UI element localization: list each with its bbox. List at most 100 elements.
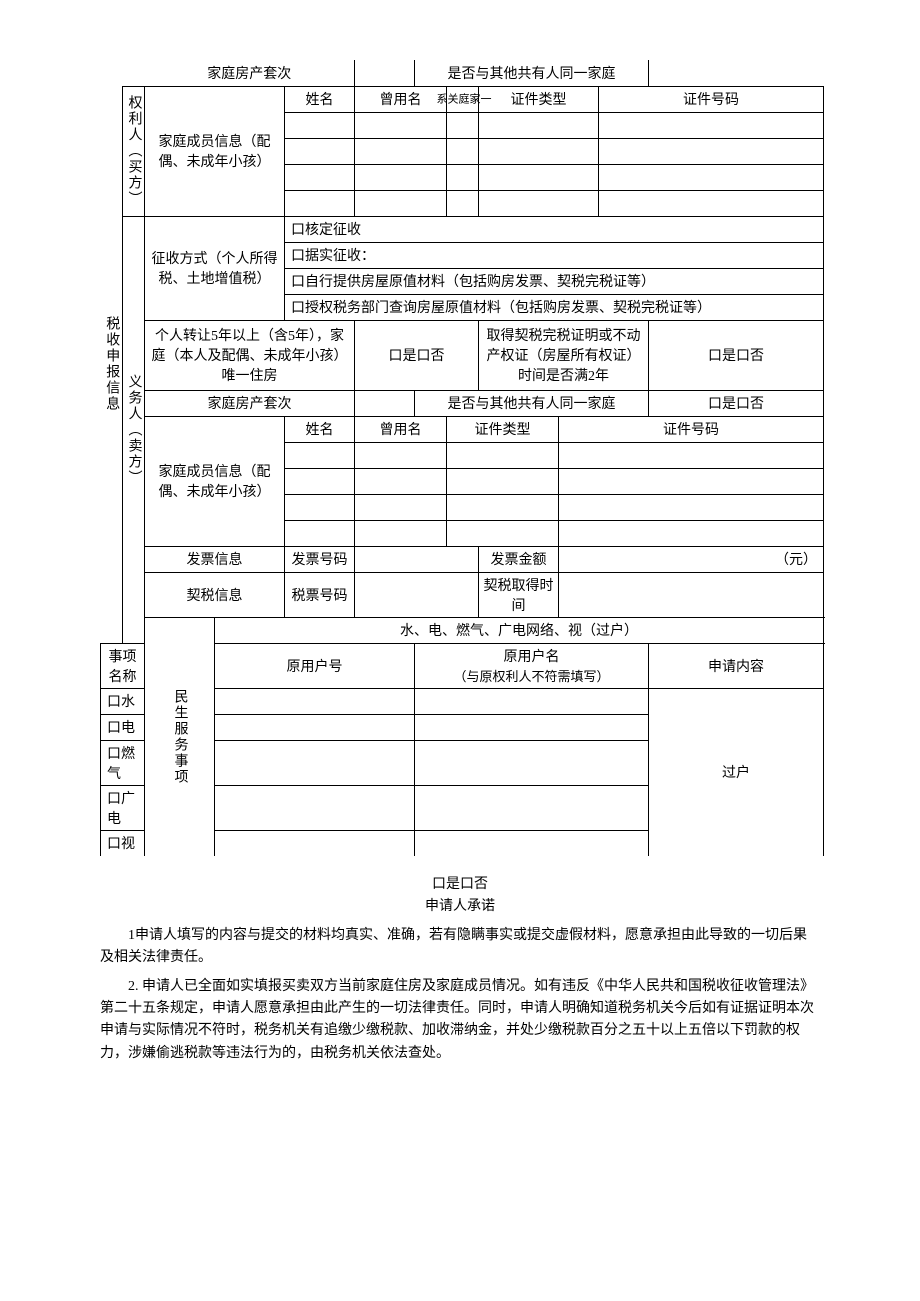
invoice-num-label: 发票号码 xyxy=(285,546,355,572)
header-same-family: 是否与其他共有人同一家庭 xyxy=(415,60,649,86)
commitment-p1: 1申请人填写的内容与提交的材料均真实、准确，若有隐瞒事实或提交虚假材料，愿意承担… xyxy=(100,925,820,970)
buyer-col-relation: 一家庭关系 xyxy=(447,86,479,112)
commitment-title: 申请人承诺 xyxy=(100,896,820,918)
deed-label: 契税信息 xyxy=(145,572,285,617)
levy-opt3[interactable]: 口自行提供房屋原值材料（包括购房发票、契税完税证等） xyxy=(285,268,824,294)
deed-time-label: 契税取得时间 xyxy=(479,572,559,617)
seller-deed-label: 取得契税完税证明或不动产权证（房屋所有权证）时间是否满2年 xyxy=(479,320,649,390)
seller-idnum-3[interactable] xyxy=(559,494,824,520)
life-elec-label[interactable]: 口电 xyxy=(101,714,145,740)
main-form-table: 家庭房产套次 是否与其他共有人同一家庭 税收申报信息 权利人（买方） 家庭成员信… xyxy=(100,60,824,856)
invoice-num-value[interactable] xyxy=(355,546,479,572)
life-col-userno: 原用户号 xyxy=(215,643,415,688)
seller-deed-yesno[interactable]: 口是口否 xyxy=(649,320,824,390)
life-broadcast-userno[interactable] xyxy=(215,785,415,830)
invoice-label: 发票信息 xyxy=(145,546,285,572)
seller-name-2[interactable] xyxy=(285,468,355,494)
header-prop-count: 家庭房产套次 xyxy=(145,60,355,86)
buyer-col-former-name: 曾用名 xyxy=(355,86,447,112)
invoice-amt-label: 发票金额 xyxy=(479,546,559,572)
seller-col-id-number: 证件号码 xyxy=(559,416,824,442)
label-life-services: 民生服务事项 xyxy=(145,617,215,856)
seller-idnum-2[interactable] xyxy=(559,468,824,494)
life-tv-userno[interactable] xyxy=(215,830,415,856)
buyer-former-4[interactable] xyxy=(355,190,447,216)
seller-idtype-1[interactable] xyxy=(447,442,559,468)
seller-idtype-3[interactable] xyxy=(447,494,559,520)
seller-former-3[interactable] xyxy=(355,494,447,520)
commitment-p2: 2. 申请人已全面如实填报买卖双方当前家庭住房及家庭成员情况。如有违反《中华人民… xyxy=(100,976,820,1066)
buyer-former-3[interactable] xyxy=(355,164,447,190)
life-elec-username[interactable] xyxy=(415,714,649,740)
seller-col-former-name: 曾用名 xyxy=(355,416,447,442)
life-tv-username[interactable] xyxy=(415,830,649,856)
buyer-col-id-type: 证件类型 xyxy=(479,86,599,112)
buyer-idnum-3[interactable] xyxy=(599,164,824,190)
seller-same-family-yesno[interactable]: 口是口否 xyxy=(649,390,824,416)
levy-opt4[interactable]: 口授权税务部门查询房屋原值材料（包括购房发票、契税完税证等） xyxy=(285,294,824,320)
seller-idtype-4[interactable] xyxy=(447,520,559,546)
buyer-name-2[interactable] xyxy=(285,138,355,164)
seller-idtype-2[interactable] xyxy=(447,468,559,494)
label-tax-info: 税收申报信息 xyxy=(101,86,123,643)
buyer-idtype-2[interactable] xyxy=(479,138,599,164)
buyer-col-id-number: 证件号码 xyxy=(599,86,824,112)
deed-time-value[interactable] xyxy=(559,572,824,617)
buyer-rel-4[interactable] xyxy=(447,190,479,216)
buyer-former-1[interactable] xyxy=(355,112,447,138)
life-water-userno[interactable] xyxy=(215,688,415,714)
life-col-item: 事项名称 xyxy=(101,643,145,688)
buyer-name-4[interactable] xyxy=(285,190,355,216)
seller-former-4[interactable] xyxy=(355,520,447,546)
seller-former-1[interactable] xyxy=(355,442,447,468)
levy-opt1[interactable]: 口核定征收 xyxy=(285,216,824,242)
seller-name-4[interactable] xyxy=(285,520,355,546)
buyer-former-2[interactable] xyxy=(355,138,447,164)
deed-num-label: 税票号码 xyxy=(285,572,355,617)
buyer-rel-3[interactable] xyxy=(447,164,479,190)
life-water-username[interactable] xyxy=(415,688,649,714)
buyer-family-info-label: 家庭成员信息（配偶、未成年小孩） xyxy=(145,86,285,216)
life-gas-label[interactable]: 口燃气 xyxy=(101,740,145,785)
seller-name-1[interactable] xyxy=(285,442,355,468)
seller-col-id-type: 证件类型 xyxy=(447,416,559,442)
buyer-rel-2[interactable] xyxy=(447,138,479,164)
seller-same-family-label: 是否与其他共有人同一家庭 xyxy=(415,390,649,416)
levy-opt2[interactable]: 口据实征收： xyxy=(285,242,824,268)
buyer-idtype-3[interactable] xyxy=(479,164,599,190)
levy-label: 征收方式（个人所得税、土地增值税） xyxy=(145,216,285,320)
life-col-username: 原用户名 （与原权利人不符需填写） xyxy=(415,643,649,688)
life-gas-userno[interactable] xyxy=(215,740,415,785)
label-seller: 义务人（卖方） xyxy=(123,216,145,643)
buyer-col-name: 姓名 xyxy=(285,86,355,112)
commitment-block: 口是口否 申请人承诺 xyxy=(100,874,820,919)
seller-name-3[interactable] xyxy=(285,494,355,520)
deed-num-value[interactable] xyxy=(355,572,479,617)
life-gas-username[interactable] xyxy=(415,740,649,785)
seller-idnum-1[interactable] xyxy=(559,442,824,468)
commitment-yesno[interactable]: 口是口否 xyxy=(100,874,820,896)
buyer-idtype-4[interactable] xyxy=(479,190,599,216)
buyer-idnum-1[interactable] xyxy=(599,112,824,138)
seller-5yr-label: 个人转让5年以上（含5年），家庭（本人及配偶、未成年小孩）唯一住房 xyxy=(145,320,355,390)
seller-col-name: 姓名 xyxy=(285,416,355,442)
seller-former-2[interactable] xyxy=(355,468,447,494)
seller-prop-count-value[interactable] xyxy=(355,390,415,416)
life-tv-label[interactable]: 口视 xyxy=(101,830,145,856)
seller-5yr-yesno[interactable]: 口是口否 xyxy=(355,320,479,390)
seller-idnum-4[interactable] xyxy=(559,520,824,546)
buyer-name-3[interactable] xyxy=(285,164,355,190)
life-broadcast-username[interactable] xyxy=(415,785,649,830)
buyer-idnum-4[interactable] xyxy=(599,190,824,216)
life-water-label[interactable]: 口水 xyxy=(101,688,145,714)
buyer-idtype-1[interactable] xyxy=(479,112,599,138)
buyer-rel-1[interactable] xyxy=(447,112,479,138)
seller-prop-count-label: 家庭房产套次 xyxy=(145,390,355,416)
life-col-applycontent: 申请内容 xyxy=(649,643,824,688)
label-buyer: 权利人（买方） xyxy=(123,86,145,216)
life-broadcast-label[interactable]: 口广电 xyxy=(101,785,145,830)
life-elec-userno[interactable] xyxy=(215,714,415,740)
buyer-name-1[interactable] xyxy=(285,112,355,138)
invoice-amt-value[interactable]: （元） xyxy=(559,546,824,572)
buyer-idnum-2[interactable] xyxy=(599,138,824,164)
